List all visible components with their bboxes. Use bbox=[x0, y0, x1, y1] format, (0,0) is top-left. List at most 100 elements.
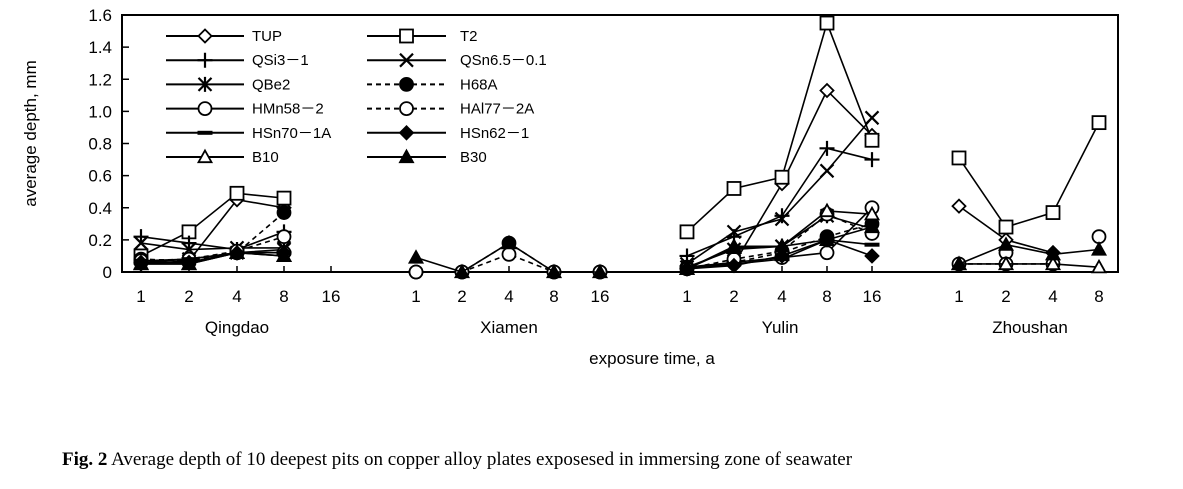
legend-label: HMn58－2 bbox=[252, 101, 324, 118]
series-line bbox=[686, 213, 873, 270]
y-axis-label: average depth, mm bbox=[21, 60, 40, 206]
data-point bbox=[818, 202, 836, 218]
data-point bbox=[132, 255, 150, 271]
data-point bbox=[1090, 258, 1108, 274]
series-b30 bbox=[132, 218, 1108, 279]
legend-label: HSn70－1A bbox=[252, 125, 331, 142]
legend-marker bbox=[399, 52, 414, 68]
data-point bbox=[726, 224, 742, 240]
y-tick-label: 1.0 bbox=[88, 102, 112, 121]
data-point bbox=[1044, 255, 1062, 271]
legend-item-tup: TUP bbox=[166, 28, 282, 45]
legend-item-t2: T2 bbox=[367, 28, 478, 45]
chart-axes: 0 0.2 0.4 0.6 0.8 1.0 1.2 1.4 1.6 1 2 4 8 16 Qingdao 1 2… bbox=[21, 6, 1119, 368]
data-point bbox=[1044, 245, 1062, 261]
legend-label: B10 bbox=[252, 149, 279, 166]
x-tick-label: 16 bbox=[863, 287, 882, 306]
data-point bbox=[276, 190, 292, 206]
series-line bbox=[140, 192, 285, 257]
x-tick-label: 4 bbox=[777, 287, 786, 306]
legend-item-hsn62-1: HSn62－1 bbox=[367, 125, 529, 142]
x-tick-label: 4 bbox=[1048, 287, 1057, 306]
chart-series-layer bbox=[132, 15, 1108, 280]
legend-label: HAl77－2A bbox=[460, 101, 534, 118]
data-point bbox=[819, 15, 835, 31]
x-tick-label: 8 bbox=[549, 287, 558, 306]
series-line bbox=[686, 147, 873, 257]
data-point bbox=[276, 205, 292, 220]
data-point bbox=[408, 264, 424, 280]
site-label-zhoushan: Zhoushan bbox=[992, 318, 1068, 337]
data-point bbox=[1045, 205, 1061, 220]
x-tick-label: 16 bbox=[591, 287, 610, 306]
data-point bbox=[951, 198, 967, 214]
data-point bbox=[819, 163, 835, 179]
legend-label: TUP bbox=[252, 28, 282, 45]
x-tick-label: 1 bbox=[136, 287, 145, 306]
legend-label: QBe2 bbox=[252, 76, 290, 93]
data-point bbox=[774, 169, 790, 185]
data-point bbox=[864, 152, 880, 168]
x-tick-label: 1 bbox=[954, 287, 963, 306]
data-point bbox=[180, 255, 198, 271]
data-point bbox=[997, 255, 1015, 271]
series-line bbox=[140, 242, 284, 251]
legend-item-hal77-2a: HAl77－2A bbox=[367, 101, 534, 118]
data-point bbox=[1090, 241, 1108, 256]
data-point bbox=[545, 263, 563, 279]
legend-item-qbe2: QBe2 bbox=[166, 76, 290, 93]
legend-marker bbox=[197, 52, 213, 68]
x-tick-label: 4 bbox=[232, 287, 241, 306]
data-point bbox=[774, 248, 790, 264]
legend-label: T2 bbox=[460, 28, 478, 45]
data-point bbox=[864, 110, 880, 126]
data-point bbox=[453, 263, 471, 279]
data-point bbox=[726, 257, 742, 274]
legend-item-b10: B10 bbox=[166, 148, 279, 166]
series-line bbox=[141, 251, 285, 265]
data-point bbox=[774, 208, 790, 224]
data-point bbox=[229, 185, 245, 201]
y-tick-label: 0.8 bbox=[88, 135, 112, 154]
data-point bbox=[500, 234, 518, 250]
legend-item-b30: B30 bbox=[367, 148, 487, 166]
x-tick-label: 8 bbox=[822, 287, 831, 306]
series-line bbox=[686, 20, 873, 233]
series-line bbox=[416, 253, 600, 273]
x-tick-label: 8 bbox=[1094, 287, 1103, 306]
caption-label: Fig. 2 bbox=[62, 449, 108, 470]
y-tick-label: 0.2 bbox=[88, 231, 112, 250]
series-t2 bbox=[133, 15, 1107, 264]
data-point bbox=[275, 247, 293, 263]
x-tick-label: 2 bbox=[1001, 287, 1010, 306]
legend-item-h68a: H68A bbox=[367, 76, 498, 93]
caption-text: Average depth of 10 deepest pits on copp… bbox=[107, 449, 853, 470]
data-point bbox=[276, 229, 292, 245]
legend-label: B30 bbox=[460, 149, 487, 166]
data-point bbox=[997, 236, 1015, 251]
x-tick-label: 2 bbox=[184, 287, 193, 306]
x-axis-label: exposure time, a bbox=[589, 349, 715, 368]
legend-marker bbox=[399, 28, 414, 44]
data-point bbox=[591, 263, 609, 279]
data-point bbox=[819, 245, 835, 261]
data-point bbox=[679, 224, 695, 240]
legend-marker bbox=[398, 125, 415, 141]
data-point bbox=[228, 244, 246, 259]
data-point bbox=[863, 218, 881, 234]
data-point bbox=[726, 181, 742, 196]
series-line bbox=[958, 122, 1100, 228]
legend-item-qsn6-5-0-1: QSn6.5－0.1 bbox=[367, 52, 547, 69]
data-point bbox=[133, 235, 149, 251]
data-point bbox=[998, 219, 1014, 235]
x-tick-label: 4 bbox=[504, 287, 513, 306]
legend-label: QSn6.5－0.1 bbox=[460, 52, 547, 69]
site-label-xiamen: Xiamen bbox=[480, 318, 538, 337]
y-tick-label: 1.4 bbox=[88, 38, 112, 57]
site-label-qingdao: Qingdao bbox=[205, 318, 269, 337]
legend-marker bbox=[197, 28, 213, 44]
legend-label: H68A bbox=[460, 76, 498, 93]
y-tick-label: 1.2 bbox=[88, 70, 112, 89]
x-tick-label: 1 bbox=[411, 287, 420, 306]
